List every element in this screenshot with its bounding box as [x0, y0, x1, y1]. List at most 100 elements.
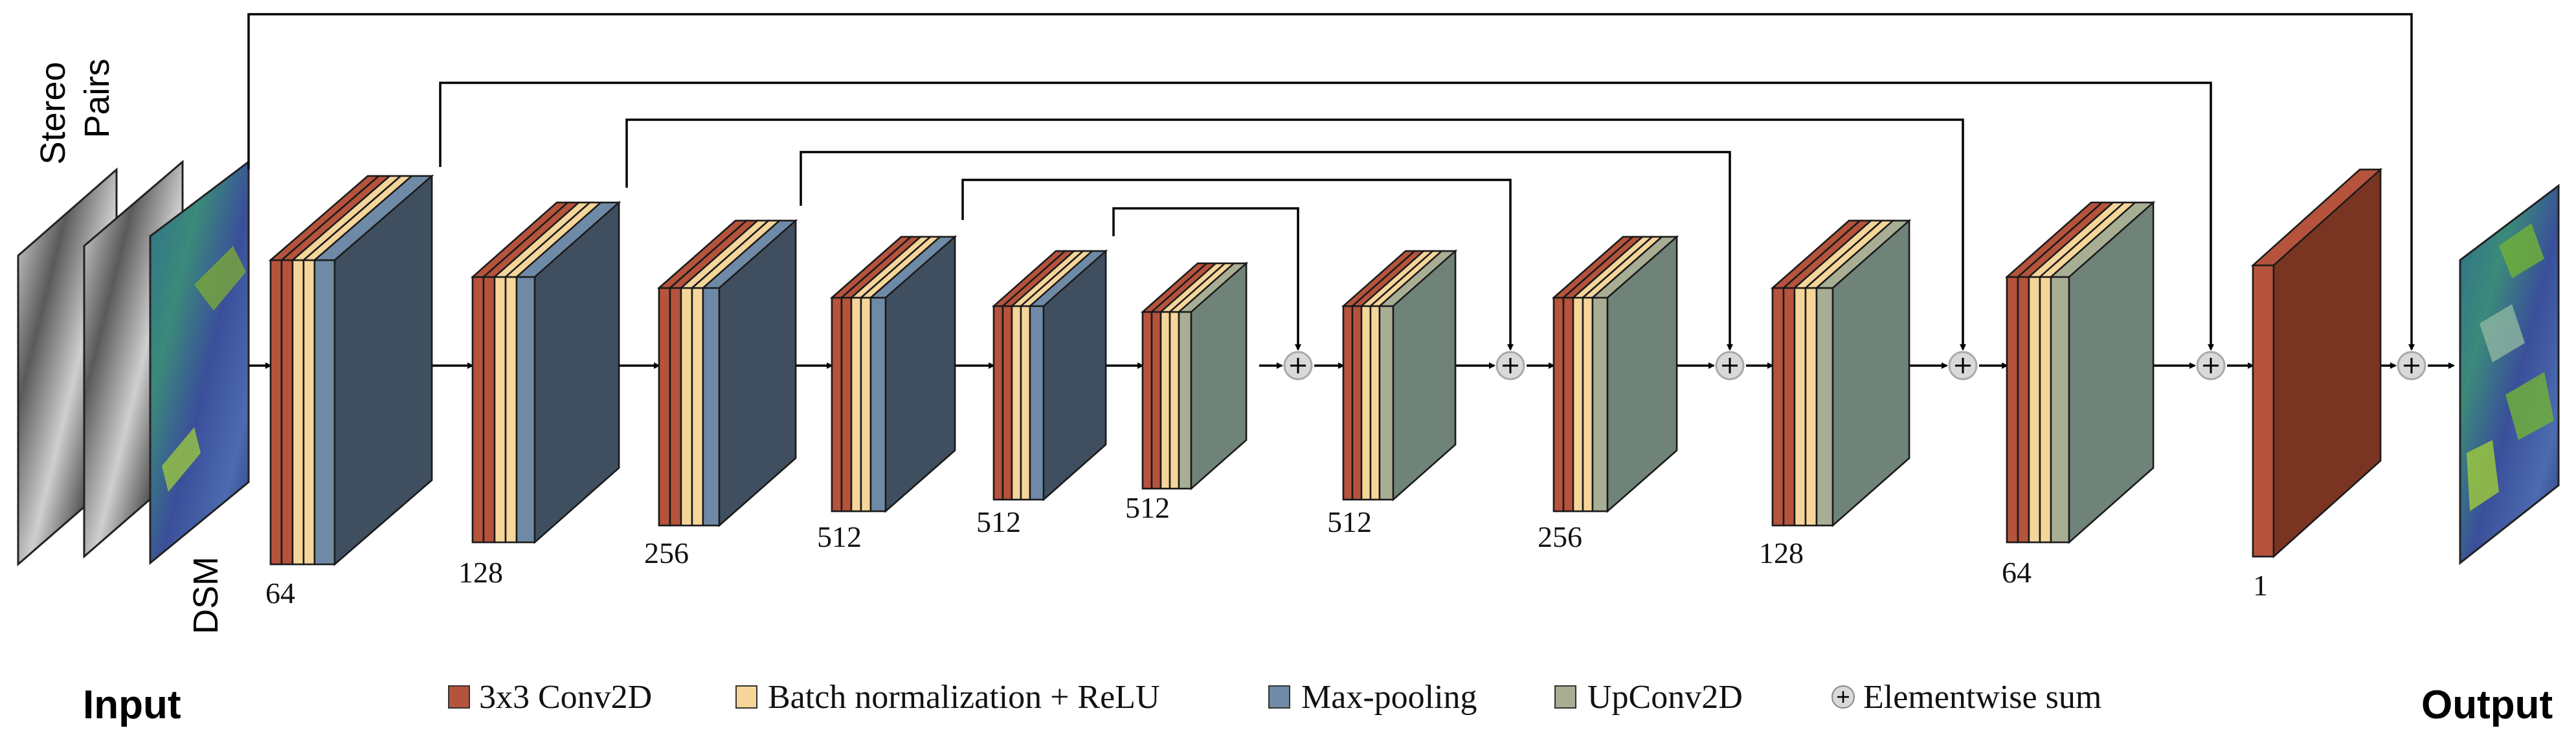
layer-front-face: [1351, 305, 1363, 501]
channel-label: 64: [265, 577, 295, 610]
upconv-side-face: [1392, 249, 1457, 502]
skip-connection-input: [247, 13, 2415, 351]
layer-front-face: [1342, 305, 1354, 501]
skip-connection-512-a: [961, 179, 1514, 351]
legend-swatch-bn: [735, 685, 757, 709]
layer-front-face: [1378, 305, 1394, 501]
layer-front-face: [1360, 305, 1372, 501]
layer-front-face: [1029, 305, 1045, 501]
layer-front-face: [1562, 296, 1574, 513]
upconv-side-face: [1606, 235, 1678, 513]
layer-block-4: [829, 235, 958, 513]
channel-label: 512: [1327, 505, 1372, 538]
stereo-label: Stereo: [34, 61, 73, 164]
maxpool-side-face: [884, 235, 956, 513]
layer-front-face: [493, 276, 507, 544]
legend-label-sum: Elementwise sum: [1863, 679, 2101, 716]
legend-label-conv: 3x3 Conv2D: [479, 679, 652, 716]
layer-block-8: [1551, 235, 1679, 513]
layer-front-face: [1002, 305, 1013, 501]
layer-front-face: [1150, 311, 1162, 490]
channel-label: 256: [644, 536, 689, 569]
legend-swatch-conv: [448, 685, 470, 709]
final-conv-side-face: [2272, 168, 2382, 558]
layer-front-face: [471, 276, 485, 544]
output-label: Output: [2421, 683, 2553, 727]
skip-connection-128: [625, 118, 1966, 351]
layer-front-face: [269, 259, 283, 566]
layer-front-face: [1782, 287, 1796, 527]
skip-connections: [247, 13, 2415, 351]
layer-block-5: [991, 249, 1108, 502]
skip-connection-64: [439, 82, 2214, 351]
channel-label: 256: [1538, 520, 1582, 553]
layer-front-face: [869, 296, 887, 513]
legend-item-sum: Elementwise sum: [1831, 679, 2101, 716]
layer-front-face: [1582, 296, 1594, 513]
layer-front-face: [1178, 311, 1193, 490]
channel-labels: 64 128 256 512 512 512 512 256 128 64 1: [265, 491, 2268, 610]
layer-front-face: [2028, 276, 2041, 544]
input-label: Input: [83, 683, 181, 727]
dsm-label: DSM: [186, 557, 225, 634]
sum-node: [1948, 351, 1978, 381]
channel-label: 128: [458, 556, 503, 589]
legend-swatch-up: [1554, 685, 1576, 709]
layer-front-face: [2017, 276, 2030, 544]
layer-front-face: [691, 287, 704, 527]
layer-front-face: [482, 276, 496, 544]
layer-front-face: [1771, 287, 1785, 527]
layer-block-2: [470, 201, 622, 544]
maxpool-side-face: [718, 219, 797, 527]
legend-item-bn: Batch normalization + ReLU: [735, 679, 1160, 716]
maxpool-side-face: [533, 201, 620, 544]
upconv-side-face: [1190, 261, 1248, 491]
layer-front-face: [1020, 305, 1031, 501]
network-blocks: [268, 168, 2383, 566]
layer-front-face: [515, 276, 536, 544]
legend-item-pool: Max-pooling: [1268, 679, 1477, 716]
layer-front-face: [658, 287, 671, 527]
layer-front-face: [291, 259, 305, 566]
upconv-side-face: [2068, 201, 2155, 544]
layer-block-9: [1770, 219, 1912, 527]
layer-block-3: [656, 219, 798, 527]
maxpool-side-face: [1042, 249, 1107, 502]
layer-front-face: [702, 287, 721, 527]
layer-front-face: [2006, 276, 2019, 544]
layer-front-face: [280, 259, 294, 566]
layer-front-face: [313, 259, 336, 566]
layer-front-face: [1804, 287, 1818, 527]
layer-front-face: [1552, 296, 1565, 513]
maxpool-side-face: [333, 174, 433, 566]
layer-block-10: [2004, 201, 2156, 544]
upconv-side-face: [1831, 219, 1910, 527]
layer-front-face: [850, 296, 862, 513]
legend-label-bn: Batch normalization + ReLU: [768, 679, 1160, 716]
layer-front-face: [302, 259, 316, 566]
channel-label: 512: [976, 505, 1021, 538]
layer-front-face: [860, 296, 872, 513]
layer-block-11: [2250, 168, 2383, 558]
layer-block-7: [1341, 249, 1458, 502]
layer-front-face: [504, 276, 518, 544]
layer-front-face: [1159, 311, 1171, 490]
sum-node: [1715, 351, 1745, 381]
layer-front-face: [2039, 276, 2052, 544]
layer-front-face: [1169, 311, 1180, 490]
layer-block-1: [268, 174, 434, 566]
sum-node: [1495, 351, 1525, 381]
sum-node: [1283, 351, 1313, 381]
skip-connection-512-b: [1112, 207, 1301, 351]
layer-front-face: [2252, 264, 2275, 558]
layer-front-face: [992, 305, 1004, 501]
pairs-label: Pairs: [78, 58, 117, 138]
layer-front-face: [1141, 311, 1153, 490]
legend-swatch-pool: [1268, 685, 1290, 709]
channel-label: 512: [1125, 491, 1170, 524]
channel-label: 512: [817, 520, 862, 553]
sum-node: [2397, 351, 2426, 381]
layer-front-face: [669, 287, 682, 527]
skip-connection-256: [800, 151, 1733, 351]
